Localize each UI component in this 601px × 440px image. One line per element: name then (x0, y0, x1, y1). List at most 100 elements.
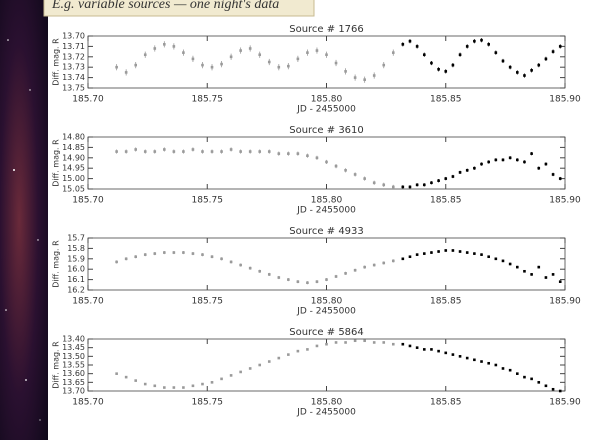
plot-frame (88, 339, 565, 391)
caption: E.g. variable sources — one night's data (51, 0, 279, 12)
y-tick-label: 13.60 (62, 369, 85, 378)
y-tick-label: 13.70 (62, 32, 85, 41)
point (335, 275, 338, 278)
point (258, 270, 261, 273)
point (473, 167, 476, 170)
point (516, 71, 519, 74)
point (201, 253, 204, 256)
point (552, 273, 555, 276)
point (523, 376, 526, 379)
x-tick-label: 185.80 (311, 297, 343, 307)
point (523, 74, 526, 77)
point (163, 386, 166, 389)
point (325, 278, 328, 281)
point (153, 385, 156, 388)
point (182, 150, 185, 153)
point (480, 360, 483, 363)
point (344, 272, 347, 275)
point (335, 165, 338, 168)
x-tick-label: 185.75 (192, 95, 224, 105)
point (502, 60, 505, 63)
y-tick-label: 14.80 (62, 133, 85, 142)
point (239, 49, 242, 52)
y-tick-label: 13.70 (62, 387, 85, 396)
point (258, 53, 261, 56)
point (423, 184, 426, 187)
point (354, 173, 357, 176)
y-tick-label: 15.7 (67, 234, 85, 243)
chart-title: Source # 5864 (289, 327, 364, 338)
point (316, 157, 319, 160)
space-background (0, 0, 48, 440)
point (201, 64, 204, 67)
point (249, 267, 252, 270)
point (325, 53, 328, 56)
point (452, 175, 455, 178)
point (297, 280, 300, 283)
y-tick-label: 13.40 (62, 335, 85, 344)
point (134, 255, 137, 258)
point (444, 177, 447, 180)
y-tick-label: 13.65 (62, 378, 85, 387)
point (316, 345, 319, 348)
point (287, 65, 290, 68)
point (495, 258, 498, 261)
point (278, 66, 281, 69)
point (230, 261, 233, 264)
point (437, 250, 440, 253)
point (509, 157, 512, 160)
x-axis-label: JD - 2455000 (296, 307, 356, 317)
y-axis-label: Diff. mag. R (52, 38, 61, 86)
point (335, 341, 338, 344)
y-axis-label: Diff. mag. R (52, 341, 61, 389)
x-tick-label: 185.75 (192, 196, 224, 206)
point (437, 68, 440, 71)
y-tick-label: 16.2 (67, 286, 85, 295)
y-tick-label: 14.95 (62, 164, 85, 173)
point (382, 64, 385, 67)
plot-frame (88, 238, 565, 290)
point (409, 345, 412, 348)
point (153, 47, 156, 50)
point (437, 179, 440, 182)
point (452, 353, 455, 356)
point (373, 264, 376, 267)
point (249, 150, 252, 153)
point (473, 252, 476, 255)
x-axis-label: JD - 2455000 (296, 408, 356, 418)
point (402, 43, 405, 46)
point (115, 150, 118, 153)
point (363, 339, 366, 342)
point (211, 150, 214, 153)
point (115, 372, 118, 375)
point (430, 62, 433, 65)
point (530, 273, 533, 276)
point (459, 250, 462, 253)
point (125, 71, 128, 74)
point (344, 341, 347, 344)
point (268, 61, 271, 64)
point (392, 260, 395, 263)
point (509, 66, 512, 69)
x-tick-label: 185.85 (430, 398, 462, 408)
point (258, 150, 261, 153)
y-tick-label: 16.1 (67, 275, 85, 284)
point (239, 371, 242, 374)
plot-frame (88, 36, 565, 88)
point (316, 280, 319, 283)
point (416, 346, 419, 349)
point (230, 148, 233, 151)
x-axis-label: JD - 2455000 (296, 206, 356, 216)
point (480, 253, 483, 256)
x-tick-label: 185.80 (311, 95, 343, 105)
point (473, 40, 476, 43)
point (545, 385, 548, 388)
point (530, 378, 533, 381)
point (297, 152, 300, 155)
y-tick-label: 16.0 (67, 265, 85, 274)
point (201, 383, 204, 386)
point (363, 177, 366, 180)
point (134, 379, 137, 382)
point (423, 252, 426, 255)
point (430, 348, 433, 351)
